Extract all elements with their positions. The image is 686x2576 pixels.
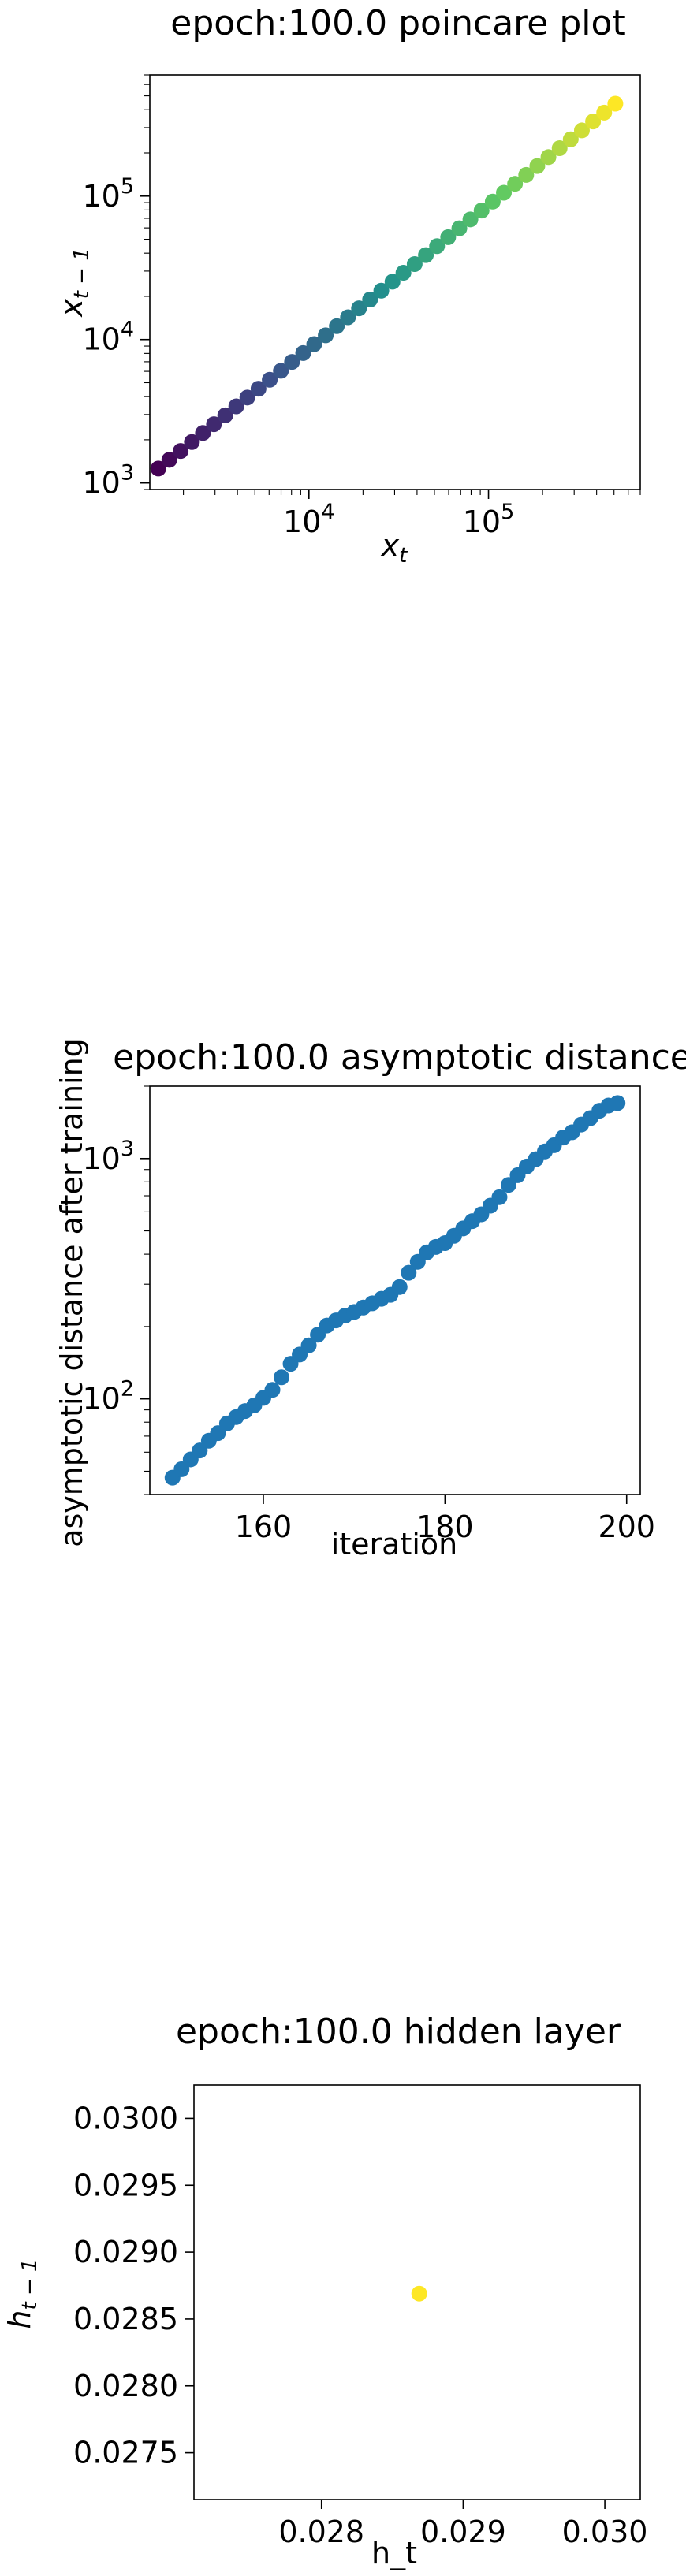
data-point <box>585 114 602 130</box>
data-point <box>573 122 590 139</box>
chart-title: epoch:100.0 hidden layer <box>176 2012 621 2052</box>
hidden-points <box>411 2285 427 2302</box>
data-point <box>518 166 535 183</box>
y-axis-label: asymptotic distance after training <box>54 1038 89 1547</box>
data-point <box>150 460 166 477</box>
x-tick-label: 0.030 <box>562 2515 648 2549</box>
data-point <box>273 363 289 379</box>
axes: 160 180 200 102 103 <box>82 1085 655 1544</box>
data-point <box>562 131 579 147</box>
data-point <box>184 434 200 450</box>
y-tick-label: 103 <box>82 461 134 501</box>
data-point <box>418 247 434 263</box>
data-point <box>362 292 378 308</box>
x-tick-label: 180 <box>416 1509 474 1544</box>
axes: 104 105 103 104 105 <box>82 74 641 539</box>
data-point <box>529 158 546 174</box>
distance-points <box>164 1095 626 1486</box>
chart-title: epoch:100.0 asymptotic distance <box>113 1037 686 1078</box>
data-point <box>217 407 233 423</box>
data-point <box>451 220 468 236</box>
data-point <box>295 344 311 361</box>
data-point <box>496 184 513 201</box>
data-point <box>284 354 300 370</box>
data-point <box>274 1369 290 1386</box>
asymptotic-distance-plot: epoch:100.0 asymptotic distance 160 180 20… <box>54 1037 686 1562</box>
data-point <box>484 193 501 210</box>
x-tick-label: 0.029 <box>420 2515 506 2549</box>
y-tick-label: 0.0300 <box>73 2101 178 2135</box>
data-point <box>384 274 401 290</box>
y-axis-label: ht − 1 <box>2 2258 42 2328</box>
data-point <box>429 238 446 255</box>
x-tick-label: 200 <box>598 1509 655 1544</box>
y-axis-label: xt − 1 <box>54 248 94 318</box>
data-point <box>264 1382 281 1398</box>
y-tick-label: 0.0275 <box>73 2436 178 2470</box>
plot-frame <box>193 2084 641 2500</box>
data-point <box>491 1189 508 1205</box>
data-point <box>161 452 177 468</box>
plot-frame <box>149 1085 641 1495</box>
x-axis-label: xt <box>381 528 408 568</box>
data-point <box>411 2285 427 2302</box>
data-point <box>610 1095 626 1111</box>
data-point <box>607 95 624 112</box>
data-point <box>318 327 334 344</box>
x-tick-label: 160 <box>235 1509 293 1544</box>
data-point <box>206 416 222 433</box>
y-tick-label: 0.0290 <box>73 2235 178 2269</box>
data-point <box>239 389 255 406</box>
axes: 0.028 0.029 0.030 0.0275 0.0280 0.0285 0.0290 0… <box>73 2101 647 2549</box>
chart-title: epoch:100.0 poincare plot <box>170 3 625 43</box>
y-tick-label: 104 <box>82 318 134 357</box>
data-point <box>551 140 568 157</box>
y-tick-label: 0.0285 <box>73 2302 178 2336</box>
data-point <box>351 300 367 317</box>
data-point <box>596 104 613 121</box>
y-tick-label: 0.0280 <box>73 2369 178 2403</box>
hidden-layer-plot: epoch:100.0 hidden layer 0.028 0.029 0.030… <box>2 2012 647 2570</box>
data-point <box>373 282 390 299</box>
data-point <box>473 203 490 219</box>
x-tick-label: 104 <box>283 500 335 539</box>
data-point <box>173 443 189 460</box>
data-point <box>262 371 278 388</box>
x-axis-label: iteration <box>331 1527 458 1562</box>
data-point <box>306 336 322 352</box>
y-tick-label: 0.0295 <box>73 2168 178 2202</box>
data-point <box>462 211 479 228</box>
x-tick-label: 105 <box>463 500 515 539</box>
data-point <box>300 1337 317 1353</box>
poincare-plot: epoch:100.0 poincare plot 104 10510310410… <box>54 3 641 568</box>
poincare-points <box>150 95 624 477</box>
data-point <box>395 265 412 281</box>
data-point <box>391 1279 408 1295</box>
y-tick-label: 105 <box>82 174 134 214</box>
data-point <box>440 229 457 245</box>
data-point <box>507 176 524 192</box>
data-point <box>401 1264 417 1281</box>
x-axis-label: h_t <box>371 2536 417 2570</box>
data-point <box>540 149 557 166</box>
y-tick-label: 102 <box>82 1377 134 1416</box>
data-point <box>340 309 356 326</box>
data-point <box>195 425 211 441</box>
data-point <box>228 398 244 415</box>
y-tick-label: 103 <box>82 1137 134 1176</box>
data-point <box>329 318 345 334</box>
x-tick-label: 0.028 <box>278 2515 364 2549</box>
data-point <box>406 255 423 272</box>
data-point <box>250 381 267 397</box>
